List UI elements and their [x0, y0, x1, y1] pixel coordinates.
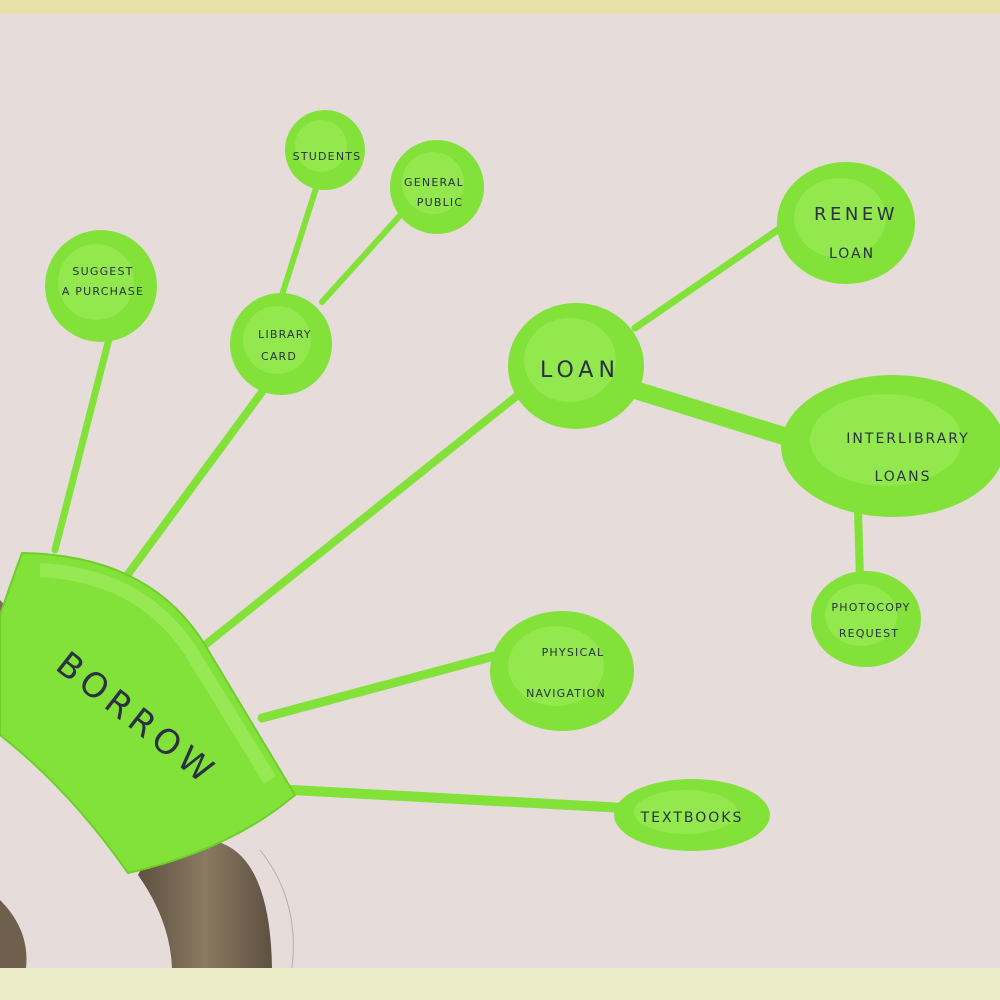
- physical-navigation-label-line2: NAVIGATION: [526, 687, 606, 700]
- renew-loan-label-line2: LOAN: [829, 246, 875, 262]
- top-paper-strip: [0, 0, 1000, 14]
- interlibrary-loans-highlight: [810, 394, 962, 486]
- library-card-node: LIBRARY CARD: [230, 293, 332, 395]
- students-label: STUDENTS: [293, 150, 362, 163]
- suggest-purchase-label-line2: A PURCHASE: [62, 285, 144, 298]
- loan-label: LOAN: [540, 358, 620, 383]
- connector-suggest: [51, 331, 114, 554]
- library-card-label-line1: LIBRARY: [258, 328, 312, 341]
- connectors: [51, 179, 864, 813]
- library-card-label-line2: CARD: [261, 350, 297, 363]
- connector-renew-loan: [631, 221, 789, 332]
- photocopy-request-highlight: [825, 584, 897, 646]
- general-public-highlight: [402, 152, 464, 214]
- connector-photocopy: [854, 506, 864, 584]
- connector-textbooks: [287, 785, 630, 813]
- connector-interlibrary: [626, 381, 799, 447]
- suggest-purchase-label-line1: SUGGEST: [72, 265, 133, 278]
- connector-physical-navigation: [257, 650, 503, 723]
- loan-highlight: [524, 318, 616, 402]
- trunk-pencil-line: [259, 849, 294, 969]
- renew-loan-node: RENEW LOAN: [777, 162, 915, 284]
- textbooks-label: TEXTBOOKS: [640, 810, 744, 826]
- textbooks-node: TEXTBOOKS: [614, 779, 770, 851]
- loan-node: LOAN: [508, 303, 644, 429]
- renew-loan-label-line1: RENEW: [814, 204, 898, 225]
- connector-students: [279, 179, 321, 298]
- trunk-bottom-left: [0, 900, 27, 968]
- renew-loan-highlight: [794, 178, 886, 258]
- photocopy-request-label-line2: REQUEST: [839, 627, 899, 640]
- general-public-node: GENERAL PUBLIC: [390, 140, 484, 234]
- students-highlight: [295, 120, 347, 172]
- physical-navigation-label-line1: PHYSICAL: [542, 646, 605, 659]
- suggest-purchase-node: SUGGEST A PURCHASE: [45, 230, 157, 342]
- borrow-node: BORROW: [0, 551, 297, 875]
- trunk: [138, 838, 272, 968]
- connector-loan: [201, 391, 522, 649]
- borrow-highlight: [39, 563, 276, 784]
- students-node: STUDENTS: [285, 110, 365, 190]
- photocopy-request-label-line1: PHOTOCOPY: [831, 601, 910, 614]
- general-public-label-line2: PUBLIC: [417, 196, 463, 209]
- connector-general-public: [319, 207, 408, 305]
- physical-navigation-node: PHYSICAL NAVIGATION: [490, 611, 634, 731]
- library-card-highlight: [243, 306, 311, 374]
- physical-navigation-highlight: [508, 626, 604, 706]
- interlibrary-loans-node: INTERLIBRARY LOANS: [781, 375, 1000, 517]
- suggest-purchase-highlight: [58, 244, 134, 320]
- photocopy-request-node: PHOTOCOPY REQUEST: [811, 571, 921, 667]
- general-public-label-line1: GENERAL: [404, 176, 464, 189]
- interlibrary-loans-label-line1: INTERLIBRARY: [846, 431, 969, 447]
- interlibrary-loans-label-line2: LOANS: [874, 469, 931, 485]
- bottom-paper-strip: [0, 968, 1000, 1000]
- connector-library-card: [116, 388, 266, 589]
- textbooks-highlight: [634, 790, 738, 834]
- borrow-shape: [0, 551, 297, 875]
